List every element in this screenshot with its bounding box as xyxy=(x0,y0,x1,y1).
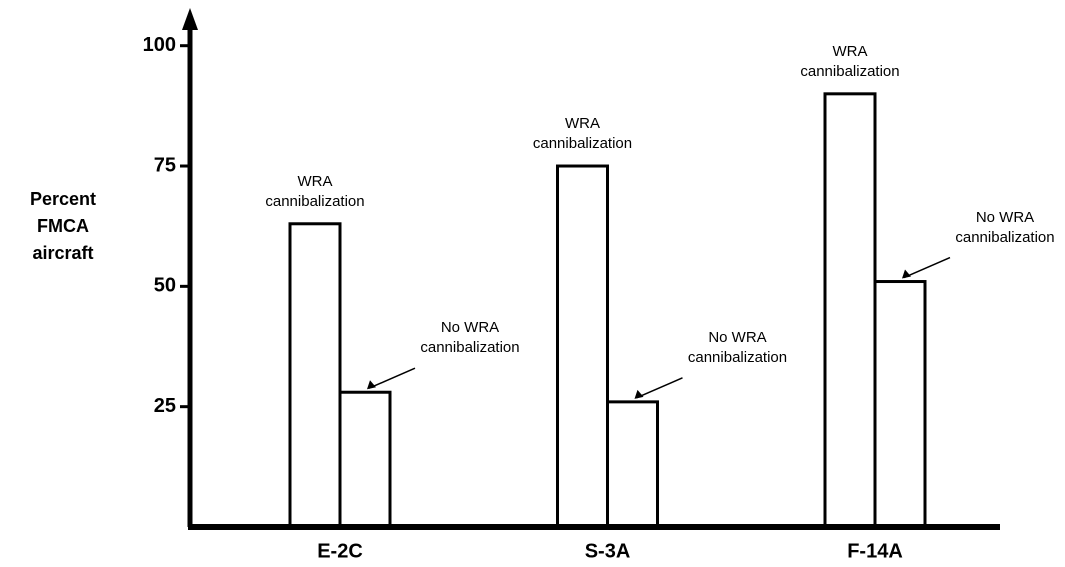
bar xyxy=(288,222,342,529)
annotation: No WRA cannibalization xyxy=(955,208,1055,246)
y-axis-label: Percent FMCA aircraft xyxy=(29,189,97,263)
y-tick-label: 75 xyxy=(154,154,176,176)
annotation: WRA cannibalization xyxy=(800,42,900,80)
bar xyxy=(606,400,659,529)
annotation-arrow xyxy=(636,377,683,399)
y-tick-label: 100 xyxy=(143,34,176,56)
annotation-arrowhead xyxy=(367,380,376,390)
annotation: WRA cannibalization xyxy=(265,172,365,210)
annotation: No WRA cannibalization xyxy=(420,319,520,357)
y-tick-label: 25 xyxy=(154,395,176,417)
x-tick-label: E-2C xyxy=(317,540,363,562)
y-tick-label: 50 xyxy=(154,275,176,297)
annotation: No WRA cannibalization xyxy=(687,328,788,366)
axis-arrow xyxy=(182,8,198,30)
bar xyxy=(556,164,609,529)
bar xyxy=(823,92,877,529)
annotation: WRA cannibalization xyxy=(532,115,633,153)
x-tick-label: S-3A xyxy=(585,540,631,562)
annotation-arrowhead xyxy=(902,269,911,279)
annotation-arrowhead xyxy=(634,389,644,399)
bar xyxy=(873,280,927,529)
annotation-arrow xyxy=(903,256,951,279)
bar xyxy=(338,390,392,529)
annotation-arrow xyxy=(368,367,416,389)
x-tick-label: F-14A xyxy=(847,540,903,562)
